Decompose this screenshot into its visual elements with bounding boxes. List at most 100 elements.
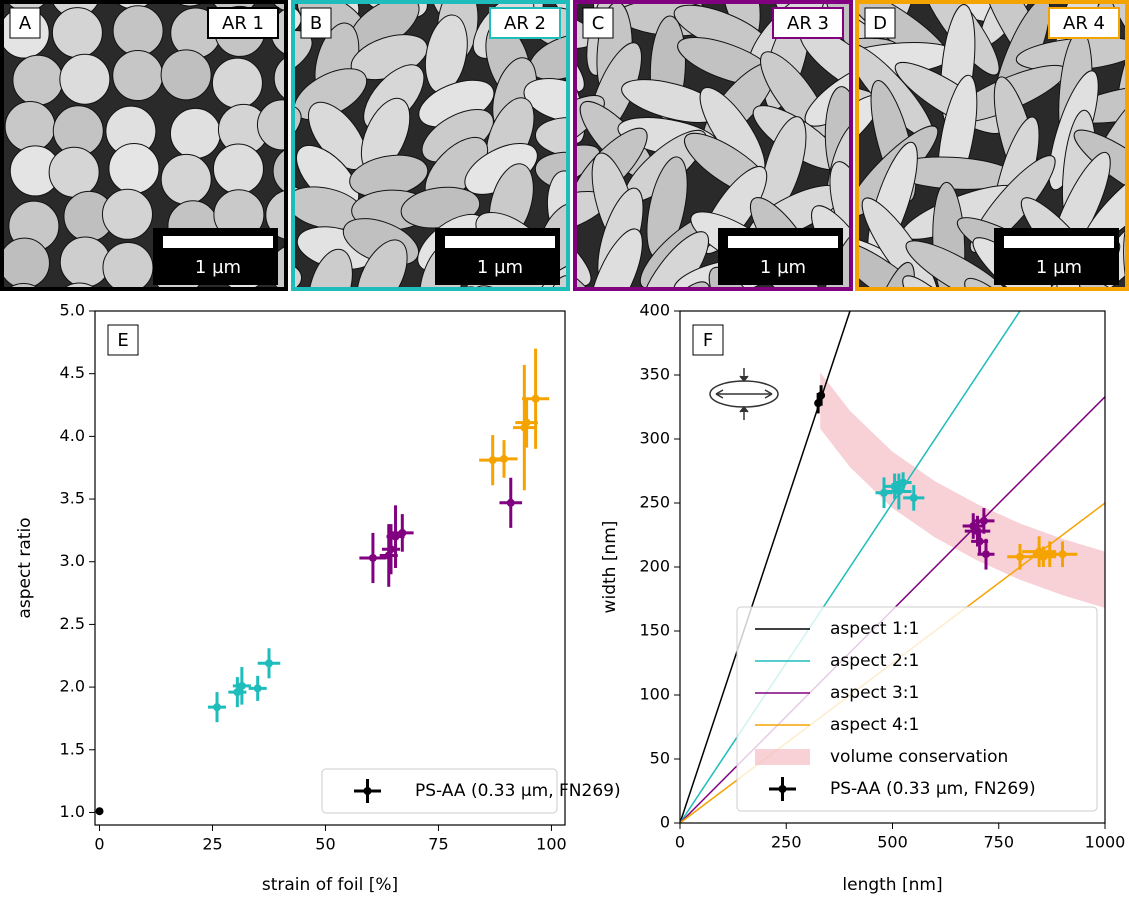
scale-bar (445, 236, 555, 248)
figure: AAR 11 µmBAR 21 µmCAR 31 µmDAR 41 µm0255… (0, 0, 1129, 899)
x-tick-label: 0 (94, 835, 104, 854)
panel-label: F (703, 330, 713, 351)
y-tick-label: 3.0 (60, 551, 85, 570)
legend-swatch (364, 787, 372, 795)
legend-label: aspect 3:1 (830, 683, 919, 703)
point (213, 703, 221, 711)
scale-label: 1 µm (1036, 257, 1082, 278)
scale-bar (163, 236, 273, 248)
panel-label: E (117, 330, 128, 351)
particle (170, 108, 220, 158)
x-axis-label: length [nm] (842, 875, 942, 895)
panel-label: B (310, 13, 322, 34)
y-tick-label: 1.0 (60, 802, 85, 821)
panel-tag: AR 3 (787, 13, 829, 34)
plot-area (96, 349, 550, 816)
point (1059, 550, 1067, 558)
x-tick-label: 1000 (1085, 833, 1126, 852)
y-tick-label: 200 (639, 557, 670, 576)
point (507, 499, 515, 507)
particle (169, 290, 219, 340)
y-tick-label: 350 (639, 365, 670, 384)
particle (161, 154, 211, 204)
sem-panel (0, 0, 324, 345)
particle (339, 289, 425, 347)
panel-label: C (592, 13, 605, 34)
x-tick-label: 500 (877, 833, 908, 852)
y-tick-label: 4.5 (60, 363, 85, 382)
point (976, 537, 984, 545)
y-tick-label: 3.5 (60, 489, 85, 508)
point (910, 494, 918, 502)
particle (103, 242, 153, 292)
particle (207, 295, 257, 345)
panel-label: D (873, 13, 887, 34)
particle (49, 147, 99, 197)
legend-label: PS-AA (0.33 µm, FN269) (830, 779, 1036, 799)
particle (290, 293, 373, 342)
point (1016, 553, 1024, 561)
point (532, 395, 540, 403)
x-tick-label: 100 (536, 835, 567, 854)
particle (0, 284, 48, 334)
point (899, 479, 907, 487)
particle (266, 295, 316, 345)
point (500, 455, 508, 463)
particle (52, 8, 102, 58)
point (523, 419, 531, 427)
legend-label: aspect 2:1 (830, 651, 919, 671)
point (369, 554, 377, 562)
particle (212, 58, 262, 108)
x-tick-label: 25 (202, 835, 222, 854)
particle (553, 286, 661, 362)
particle (0, 284, 1, 334)
point (980, 517, 988, 525)
x-tick-label: 75 (428, 835, 448, 854)
particle (496, 284, 605, 346)
particle (0, 238, 49, 288)
legend-label: PS-AA (0.33 µm, FN269) (415, 781, 621, 801)
x-axis-label: strain of foil [%] (262, 875, 398, 895)
y-tick-label: 100 (639, 685, 670, 704)
legend-swatch (755, 749, 810, 765)
point (238, 682, 246, 690)
y-tick-label: 0 (660, 813, 670, 832)
scale-label: 1 µm (760, 257, 806, 278)
y-tick-label: 50 (650, 749, 670, 768)
panel-tag: AR 1 (222, 13, 264, 34)
point (387, 545, 395, 553)
y-tick-label: 250 (639, 493, 670, 512)
y-tick-label: 2.5 (60, 614, 85, 633)
point (265, 659, 273, 667)
plot-frame (95, 311, 565, 825)
panel-tag: AR 4 (1063, 13, 1105, 34)
legend-label: aspect 1:1 (830, 619, 919, 639)
particle (109, 143, 159, 193)
particle (60, 237, 110, 287)
panel-label: A (19, 13, 32, 34)
x-tick-label: 750 (983, 833, 1014, 852)
scale-bar (1004, 236, 1114, 248)
point (982, 550, 990, 558)
y-tick-label: 300 (639, 429, 670, 448)
particle (113, 6, 163, 56)
y-axis-label: width [nm] (600, 521, 620, 614)
x-tick-label: 250 (771, 833, 802, 852)
y-tick-label: 5.0 (60, 301, 85, 320)
y-tick-label: 400 (639, 301, 670, 320)
particle (113, 51, 163, 101)
point (817, 391, 825, 399)
y-tick-label: 2.0 (60, 677, 85, 696)
point (398, 529, 406, 537)
y-axis-label: aspect ratio (15, 517, 35, 618)
point (254, 684, 262, 692)
band (820, 372, 1105, 608)
y-tick-label: 1.5 (60, 739, 85, 758)
scale-label: 1 µm (477, 257, 523, 278)
particle (102, 189, 152, 239)
particle (213, 144, 263, 194)
scale-bar (728, 236, 838, 248)
particle (735, 283, 844, 342)
legend-swatch (779, 785, 787, 793)
particle (161, 50, 211, 100)
